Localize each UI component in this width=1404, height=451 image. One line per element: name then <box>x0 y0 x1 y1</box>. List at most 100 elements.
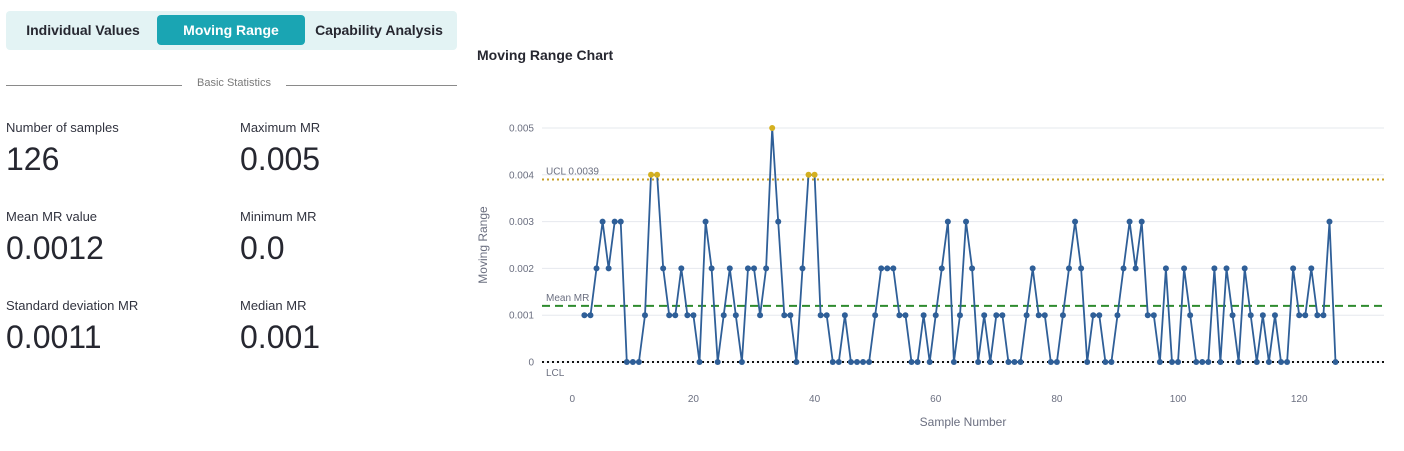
data-point <box>781 312 788 319</box>
data-point <box>714 359 721 365</box>
data-point <box>956 312 963 319</box>
data-point <box>853 359 860 365</box>
data-point <box>635 359 642 365</box>
x-tick-labels: 0 20 40 60 80 100 120 <box>570 394 1308 405</box>
mr-series <box>581 125 1339 365</box>
grid-lines <box>542 127 1384 363</box>
data-point <box>1162 265 1169 272</box>
data-point <box>878 265 885 272</box>
data-point <box>1150 312 1157 319</box>
data-point <box>1096 312 1103 319</box>
data-point <box>1175 359 1182 365</box>
data-point <box>890 265 897 272</box>
data-point <box>793 359 800 365</box>
data-point <box>944 218 951 225</box>
out-of-control-point <box>654 171 661 178</box>
data-point <box>866 359 873 365</box>
data-point <box>605 265 612 272</box>
data-point <box>1108 359 1115 365</box>
data-point <box>696 359 703 365</box>
data-point <box>1296 312 1303 319</box>
data-point <box>1011 359 1018 365</box>
data-point <box>599 218 606 225</box>
tab-capability-analysis[interactable]: Capability Analysis <box>315 22 443 38</box>
x-tick-label: 100 <box>1170 394 1187 405</box>
metric-value: 0.0 <box>240 230 285 266</box>
data-point <box>1223 265 1230 272</box>
data-point <box>763 265 770 272</box>
metric-value: 126 <box>6 141 60 177</box>
out-of-control-point <box>805 171 812 178</box>
metric-median-mr: Median MR 0.001 <box>240 298 320 357</box>
data-point <box>1265 359 1272 365</box>
data-point <box>623 359 630 365</box>
data-point <box>932 312 939 319</box>
data-point <box>1156 359 1163 365</box>
x-tick-label: 40 <box>809 394 821 405</box>
section-label: Basic Statistics <box>197 77 271 89</box>
data-point <box>1211 265 1218 272</box>
out-of-control-point <box>811 171 818 178</box>
data-point <box>1199 359 1206 365</box>
data-point <box>1247 312 1254 319</box>
tab-moving-range[interactable]: Moving Range <box>157 15 305 45</box>
data-point <box>902 312 909 319</box>
data-point <box>938 265 945 272</box>
data-point <box>1090 312 1097 319</box>
data-point <box>751 265 758 272</box>
mean-label: Mean MR <box>546 293 589 304</box>
data-point <box>908 359 915 365</box>
data-point <box>987 359 994 365</box>
data-point <box>993 312 1000 319</box>
x-axis-title: Sample Number <box>920 415 1007 429</box>
metric-value: 0.005 <box>240 141 321 177</box>
data-point <box>1332 359 1339 365</box>
ucl-label: UCL 0.0039 <box>546 166 599 177</box>
data-point <box>1144 312 1151 319</box>
data-point <box>817 312 824 319</box>
data-point <box>1126 218 1133 225</box>
metric-value: 0.001 <box>240 319 321 355</box>
data-point <box>1078 265 1085 272</box>
data-point <box>926 359 933 365</box>
data-point <box>969 265 976 272</box>
data-point <box>914 359 921 365</box>
data-point <box>581 312 588 319</box>
y-tick-labels: 0 0.001 0.002 0.003 0.004 0.005 <box>509 124 534 369</box>
data-point <box>1187 312 1194 319</box>
data-point <box>841 312 848 319</box>
lcl-label: LCL <box>546 368 565 379</box>
data-point <box>1308 265 1315 272</box>
data-point <box>593 265 600 272</box>
data-point <box>1132 265 1139 272</box>
divider-line-right <box>286 85 457 86</box>
data-point <box>981 312 988 319</box>
data-point <box>799 265 806 272</box>
control-lines: UCL 0.0039 Mean MR LCL <box>542 166 1384 379</box>
y-tick-label: 0.002 <box>509 264 534 275</box>
data-point <box>823 312 830 319</box>
metric-label: Mean MR value <box>6 209 98 224</box>
data-point <box>1290 265 1297 272</box>
data-point <box>732 312 739 319</box>
data-point <box>726 265 733 272</box>
data-point <box>963 218 970 225</box>
data-point <box>1278 359 1285 365</box>
data-point <box>708 265 715 272</box>
metric-mean-mr: Mean MR value 0.0012 <box>6 209 104 268</box>
section-divider: Basic Statistics <box>6 76 457 94</box>
data-point <box>1053 359 1060 365</box>
data-point <box>1066 265 1073 272</box>
metric-max-mr: Maximum MR 0.005 <box>240 120 320 179</box>
data-point <box>660 265 667 272</box>
divider-line-left <box>6 85 182 86</box>
data-point <box>884 265 891 272</box>
data-point <box>787 312 794 319</box>
tab-individual-values[interactable]: Individual Values <box>26 22 140 38</box>
data-point <box>1168 359 1175 365</box>
data-point <box>1138 218 1145 225</box>
data-point <box>1326 218 1333 225</box>
data-point <box>1235 359 1242 365</box>
data-point <box>775 218 782 225</box>
data-point <box>920 312 927 319</box>
